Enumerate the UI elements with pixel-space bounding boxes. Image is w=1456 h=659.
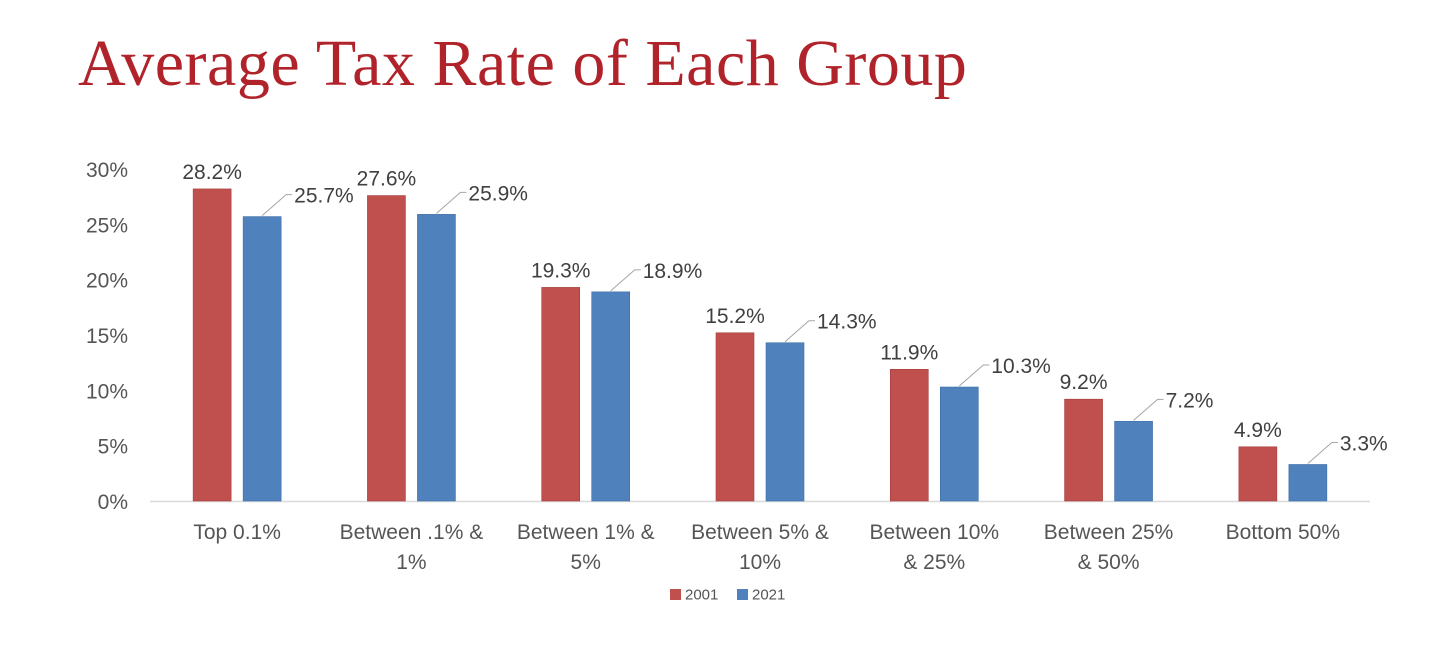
x-tick-label-line: & 25%	[903, 551, 965, 574]
y-tick-label: 5%	[98, 436, 128, 459]
x-tick-label: Bottom 50%	[1226, 521, 1340, 544]
x-tick-label: Between 1% & 5%	[517, 521, 655, 574]
data-label-2001: 9.2%	[1060, 371, 1108, 394]
x-tick-label: Between 25% & 50%	[1044, 521, 1174, 574]
legend-label-2001: 2001	[685, 587, 718, 604]
y-tick-label: 0%	[98, 491, 128, 514]
bar-2001-5	[1064, 398, 1103, 502]
data-label-2021: 25.9%	[468, 182, 528, 205]
x-tick-label: Between .1% & 1%	[340, 521, 484, 574]
data-label-2001: 11.9%	[880, 341, 938, 364]
data-label-2021: 18.9%	[643, 260, 703, 283]
data-label-2021: 3.3%	[1340, 432, 1388, 455]
leader-line-2021	[784, 320, 815, 343]
x-tick-label-line: Between 10%	[869, 521, 999, 544]
bar-2021-1	[417, 214, 456, 502]
leader-line-2021	[436, 191, 467, 214]
bar-2001-2	[541, 287, 581, 502]
bar-2001-4	[889, 369, 929, 502]
x-tick-label-line: Top 0.1%	[193, 521, 281, 544]
legend-swatch-2001	[670, 589, 681, 600]
leader-line-2021	[610, 269, 641, 292]
x-tick-label-line: Between 1% &	[517, 521, 655, 544]
leader-line-2021	[1307, 441, 1338, 464]
y-tick-label: 30%	[86, 159, 128, 182]
y-tick-label: 20%	[86, 270, 128, 293]
x-tick-label: Top 0.1%	[193, 521, 281, 544]
leader-line-2021	[261, 194, 293, 216]
data-label-2001: 28.2%	[182, 161, 242, 184]
legend-swatch-2021	[737, 589, 748, 600]
bar-2021-0	[242, 216, 282, 502]
y-tick-label: 10%	[86, 380, 128, 403]
bar-2001-6	[1238, 446, 1278, 502]
x-tick-label-line: 1%	[396, 551, 426, 574]
x-tick-label-line: Between .1% &	[340, 521, 484, 544]
data-label-2021: 25.7%	[294, 185, 354, 208]
bar-2021-6	[1288, 464, 1328, 502]
x-tick-label-line: 5%	[571, 551, 601, 574]
x-tick-label-line: Bottom 50%	[1226, 521, 1340, 544]
data-label-2021: 7.2%	[1166, 389, 1214, 412]
x-tick-label-line: & 50%	[1078, 551, 1140, 574]
data-label-2021: 14.3%	[817, 311, 877, 334]
x-tick-label: Between 5% & 10%	[691, 521, 829, 574]
chart-title: Average Tax Rate of Each Group	[78, 27, 968, 100]
data-label-2001: 4.9%	[1234, 419, 1282, 442]
data-label-2001: 15.2%	[705, 305, 765, 328]
data-label-2001: 27.6%	[357, 168, 417, 191]
bar-2021-2	[591, 291, 631, 502]
data-label-2021: 10.3%	[991, 355, 1051, 378]
x-tick-label-line: Between 5% &	[691, 521, 829, 544]
leader-line-2021	[1133, 398, 1164, 421]
bar-2001-3	[715, 332, 755, 502]
y-tick-label: 15%	[86, 325, 128, 348]
bar-2021-4	[939, 386, 979, 502]
x-tick-label-line: 10%	[739, 551, 781, 574]
x-tick-label-line: Between 25%	[1044, 521, 1174, 544]
leader-line-2021	[958, 364, 990, 387]
x-tick-label: Between 10% & 25%	[869, 521, 999, 574]
bar-2001-0	[192, 188, 232, 502]
bar-2021-5	[1114, 421, 1153, 502]
bar-2021-3	[765, 342, 805, 502]
data-label-2001: 19.3%	[531, 259, 591, 282]
y-tick-label: 25%	[86, 214, 128, 237]
legend-label-2021: 2021	[752, 587, 785, 604]
bar-2001-1	[367, 195, 406, 502]
